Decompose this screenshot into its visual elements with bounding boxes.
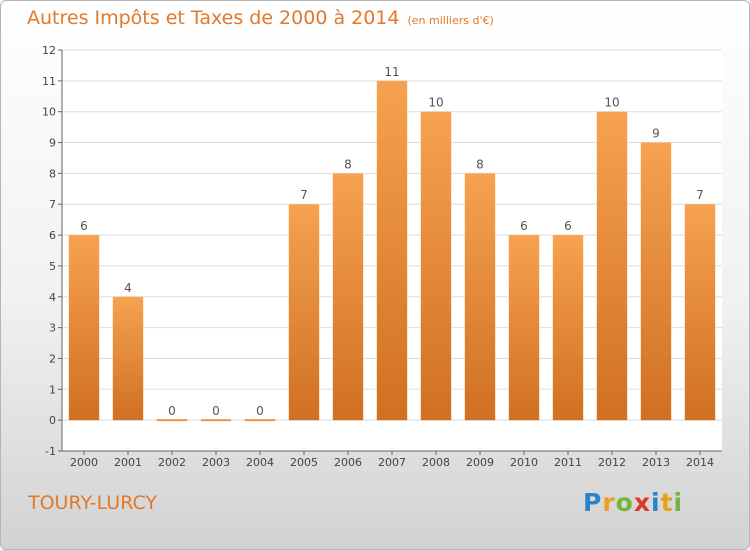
x-tick-label: 2004 — [246, 456, 274, 469]
location-label: TOURY-LURCY — [28, 492, 158, 514]
bar — [640, 142, 672, 421]
bar — [68, 235, 100, 421]
bar — [684, 204, 716, 421]
x-tick-label: 2008 — [422, 456, 450, 469]
bar — [508, 235, 540, 421]
y-tick-label: 12 — [42, 44, 56, 57]
bar — [332, 173, 364, 421]
bar — [420, 111, 452, 421]
unit-label: (en milliers d'€) — [407, 14, 494, 27]
x-tick-label: 2000 — [70, 456, 98, 469]
x-tick-label: 2006 — [334, 456, 362, 469]
bar — [244, 419, 276, 422]
data-label: 6 — [564, 219, 572, 233]
x-tick-label: 2001 — [114, 456, 142, 469]
bar — [200, 419, 232, 422]
bar — [464, 173, 496, 421]
y-tick-label: 8 — [49, 167, 56, 180]
y-tick-label: 4 — [49, 291, 56, 304]
data-label: 10 — [428, 96, 443, 110]
y-tick-label: 1 — [49, 383, 56, 396]
proxiti-logo: Proxiti — [583, 488, 684, 517]
x-tick-label: 2014 — [686, 456, 714, 469]
y-tick-label: 0 — [49, 414, 56, 427]
y-tick-label: 9 — [49, 137, 56, 150]
x-tick-label: 2005 — [290, 456, 318, 469]
data-label: 6 — [520, 219, 528, 233]
data-label: 0 — [212, 404, 220, 418]
bar — [288, 204, 320, 421]
y-tick-label: 6 — [49, 229, 56, 242]
data-label: 4 — [124, 281, 132, 295]
data-label: 7 — [696, 188, 704, 202]
x-tick-label: 2012 — [598, 456, 626, 469]
bar — [596, 111, 628, 421]
x-tick-label: 2009 — [466, 456, 494, 469]
data-label: 10 — [604, 96, 619, 110]
y-tick-label: 7 — [49, 198, 56, 211]
bar — [156, 419, 188, 422]
data-label: 6 — [80, 219, 88, 233]
data-label: 0 — [168, 404, 176, 418]
x-tick-label: 2011 — [554, 456, 582, 469]
data-label: 11 — [384, 65, 399, 79]
x-tick-label: 2002 — [158, 456, 186, 469]
x-tick-label: 2003 — [202, 456, 230, 469]
y-tick-label: 11 — [42, 75, 56, 88]
x-tick-label: 2010 — [510, 456, 538, 469]
y-tick-label: 2 — [49, 352, 56, 365]
x-tick-label: 2013 — [642, 456, 670, 469]
data-label: 7 — [300, 188, 308, 202]
y-tick-label: -1 — [45, 445, 56, 458]
data-label: 8 — [476, 157, 484, 171]
data-label: 0 — [256, 404, 264, 418]
y-tick-label: 5 — [49, 260, 56, 273]
chart-title: Autres Impôts et Taxes de 2000 à 2014 (en… — [27, 7, 494, 29]
y-tick-label: 3 — [49, 322, 56, 335]
bar — [376, 80, 408, 421]
bar — [112, 296, 144, 421]
data-label: 9 — [652, 127, 660, 141]
bar — [552, 235, 584, 421]
y-tick-label: 10 — [42, 106, 56, 119]
title-text: Autres Impôts et Taxes de 2000 à 2014 — [27, 7, 400, 29]
x-tick-label: 2007 — [378, 456, 406, 469]
data-label: 8 — [344, 157, 352, 171]
